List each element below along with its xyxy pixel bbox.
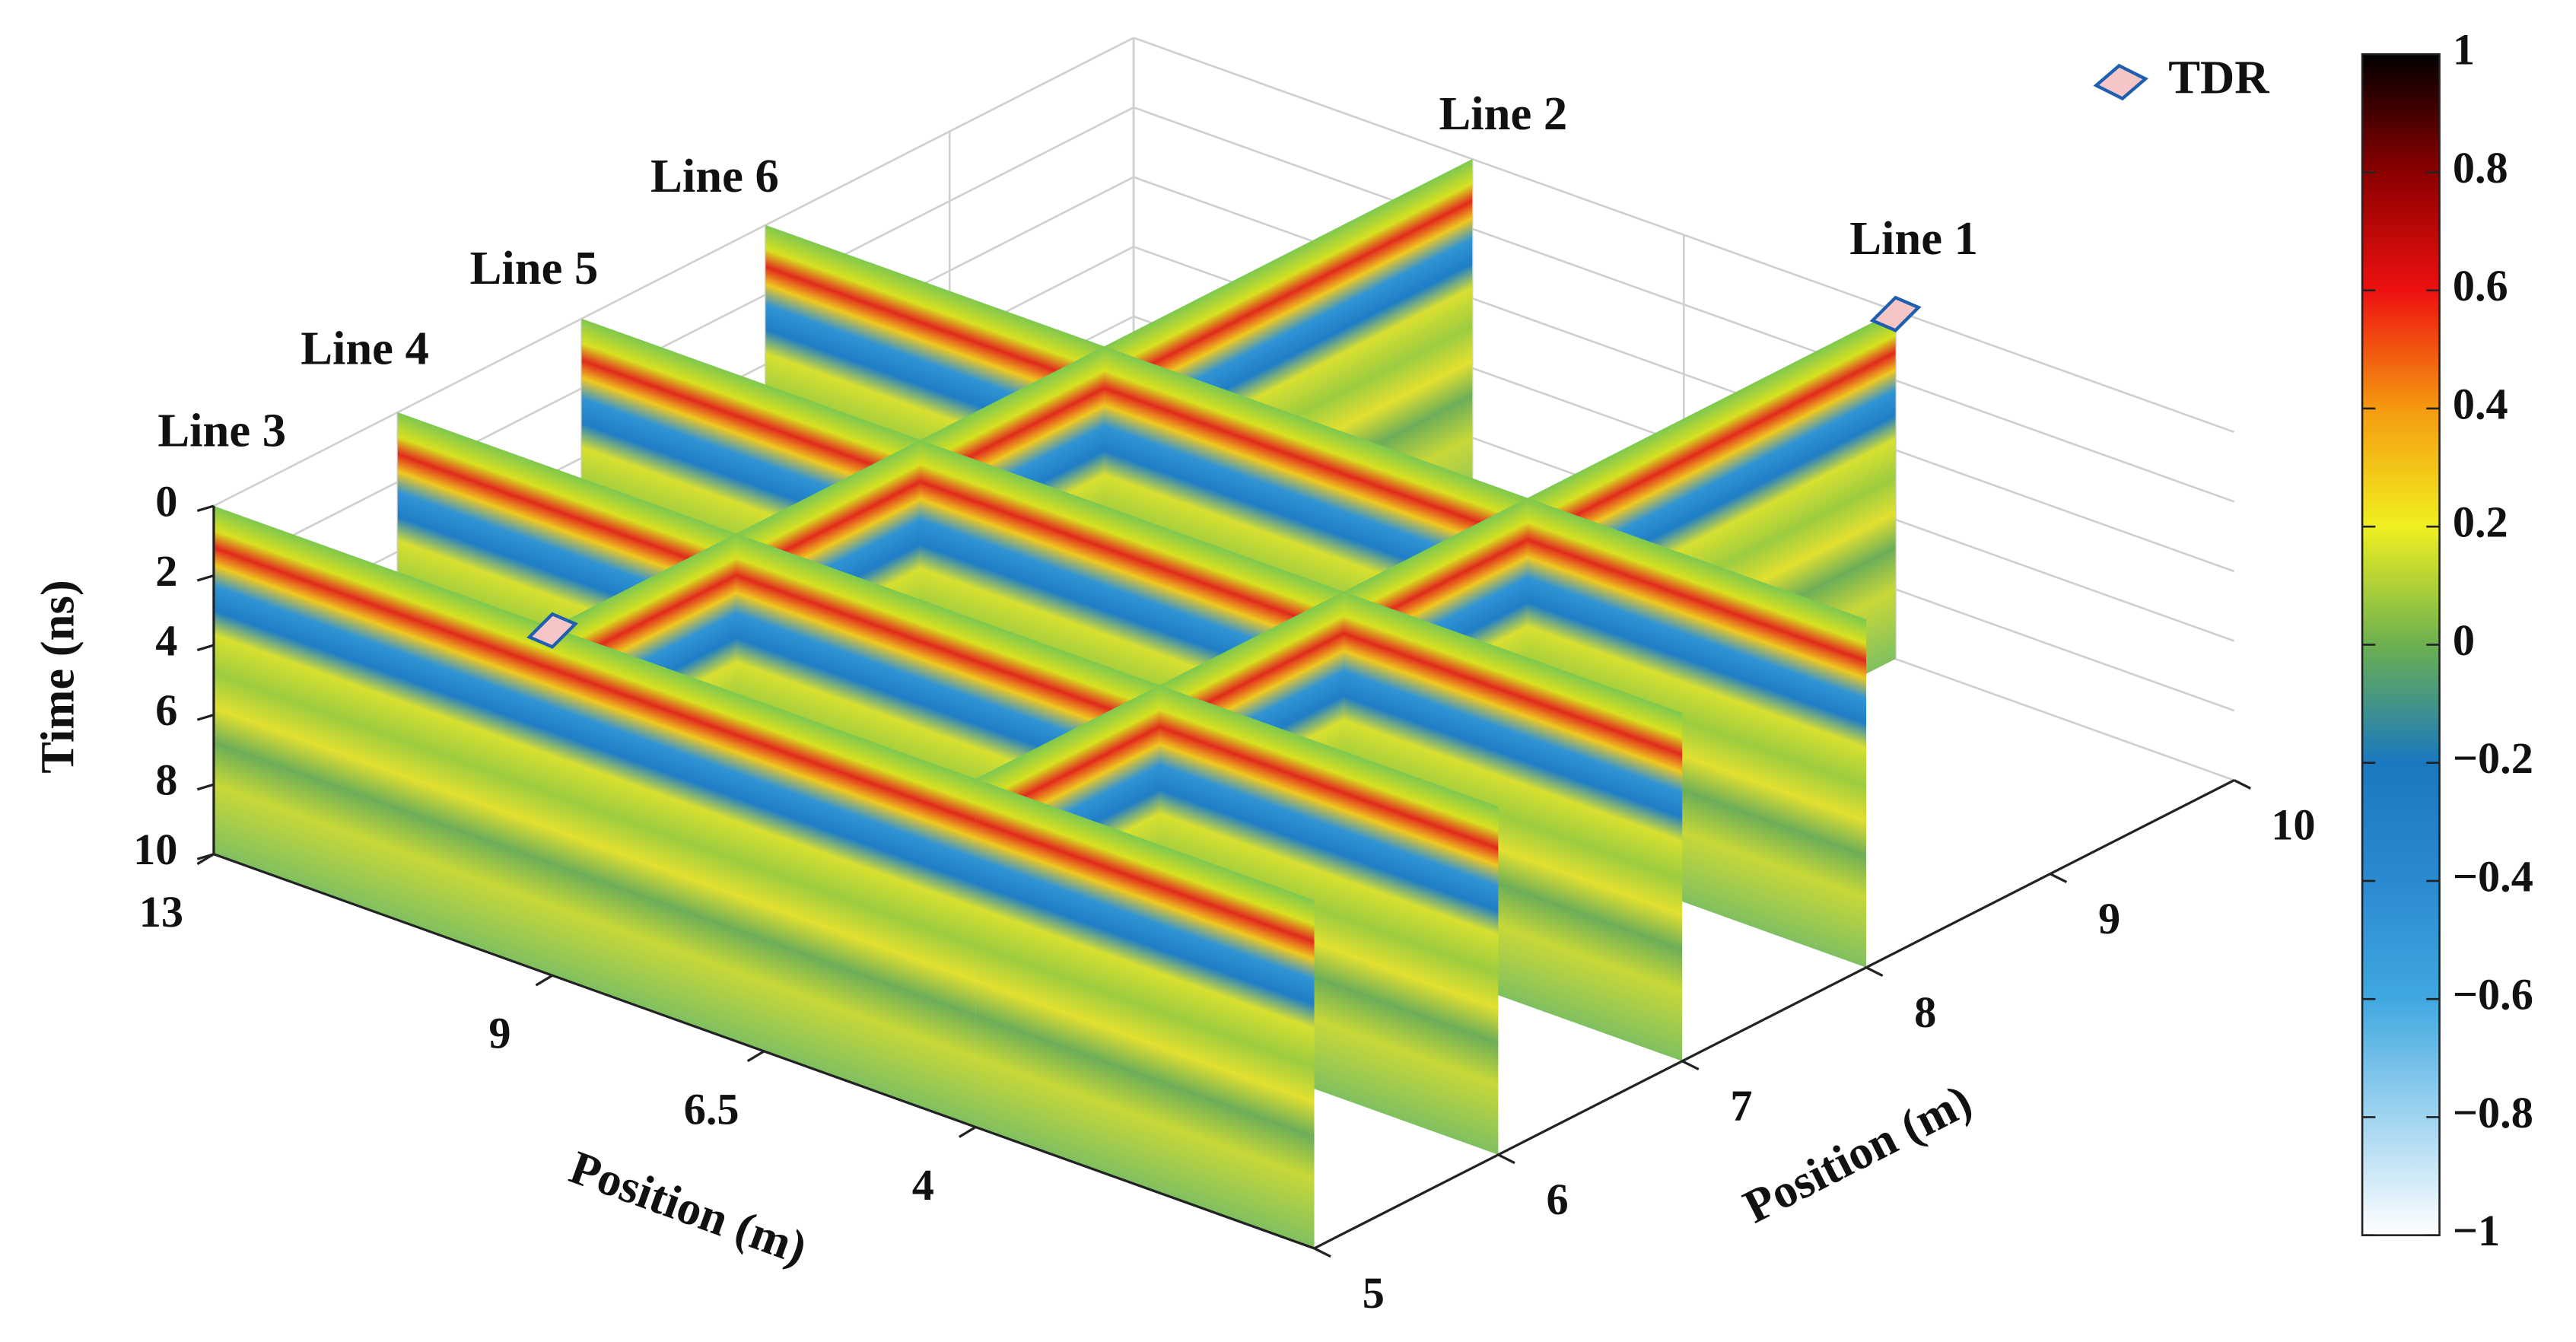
- y-tick-label: 10: [2271, 800, 2315, 850]
- grid-line: [213, 37, 1134, 507]
- tdr-marker: [1869, 295, 1922, 332]
- z-tick: [196, 644, 215, 652]
- x-tick-label: 13: [139, 887, 183, 937]
- colorbar-tick-label: 1: [2453, 25, 2475, 75]
- y-tick: [1865, 966, 1884, 977]
- y-tick-label: 8: [1914, 987, 1936, 1037]
- z-tick-label: 4: [155, 615, 177, 665]
- x-tick-label: 6.5: [684, 1084, 739, 1134]
- y-tick: [1313, 1247, 1331, 1258]
- z-axis-label: Time (ns): [31, 580, 84, 774]
- line-label: Line 4: [301, 322, 429, 375]
- colorbar-tick-label: −0.2: [2453, 733, 2533, 783]
- z-tick-label: 10: [133, 825, 177, 874]
- legend-marker: [2093, 63, 2148, 101]
- z-tick-label: 2: [155, 546, 177, 596]
- y-tick: [2233, 779, 2251, 790]
- line-label: Line 3: [157, 404, 286, 457]
- z-tick-label: 8: [155, 755, 177, 805]
- line-label: Line 6: [650, 149, 779, 202]
- x-tick: [196, 853, 215, 866]
- y-axis-label: Position (m): [1735, 1073, 1980, 1233]
- z-tick-label: 0: [155, 476, 177, 526]
- colorbar-tick-label: 0.6: [2453, 261, 2508, 310]
- colorbar-tick-label: −0.4: [2453, 851, 2533, 901]
- y-tick-label: 9: [2098, 894, 2120, 943]
- y-axis: [1313, 779, 2235, 1250]
- z-tick: [196, 504, 215, 513]
- y-tick: [1497, 1153, 1515, 1165]
- x-tick-label: 4: [912, 1160, 934, 1210]
- z-tick: [196, 714, 215, 721]
- y-tick-label: 7: [1730, 1081, 1752, 1131]
- y-tick: [1681, 1060, 1700, 1071]
- line-label: Line 2: [1439, 87, 1567, 140]
- colorbar-tick-label: 0: [2453, 615, 2475, 665]
- colorbar-tick-label: 0.2: [2453, 498, 2508, 547]
- y-tick-label: 6: [1547, 1175, 1569, 1224]
- colorbar-tick-label: −1: [2453, 1206, 2500, 1255]
- line-label: Line 5: [470, 241, 599, 294]
- x-tick: [535, 974, 553, 987]
- y-tick-label: 5: [1363, 1268, 1385, 1318]
- grid-line: [213, 107, 1134, 577]
- colorbar-tick-label: 0.4: [2453, 379, 2508, 428]
- gpr-panel: [552, 627, 976, 1127]
- colorbar-tick-label: −0.8: [2453, 1088, 2533, 1137]
- x-axis-label: Position (m): [563, 1140, 814, 1275]
- gpr-panel: [975, 778, 1315, 1248]
- legend-label: TDR: [2168, 50, 2269, 103]
- line-label: Line 1: [1849, 211, 1978, 265]
- z-tick: [196, 574, 215, 582]
- z-tick-label: 6: [155, 685, 177, 735]
- colorbar-tick-label: 0.8: [2453, 143, 2508, 192]
- x-tick: [746, 1050, 765, 1063]
- x-tick-label: 9: [488, 1009, 510, 1058]
- z-tick: [196, 783, 215, 791]
- gpr-panel: [213, 506, 553, 976]
- tdr-marker: [526, 612, 579, 649]
- colorbar-tick-label: −0.6: [2453, 970, 2533, 1019]
- y-tick: [2050, 873, 2068, 883]
- x-tick: [959, 1126, 977, 1138]
